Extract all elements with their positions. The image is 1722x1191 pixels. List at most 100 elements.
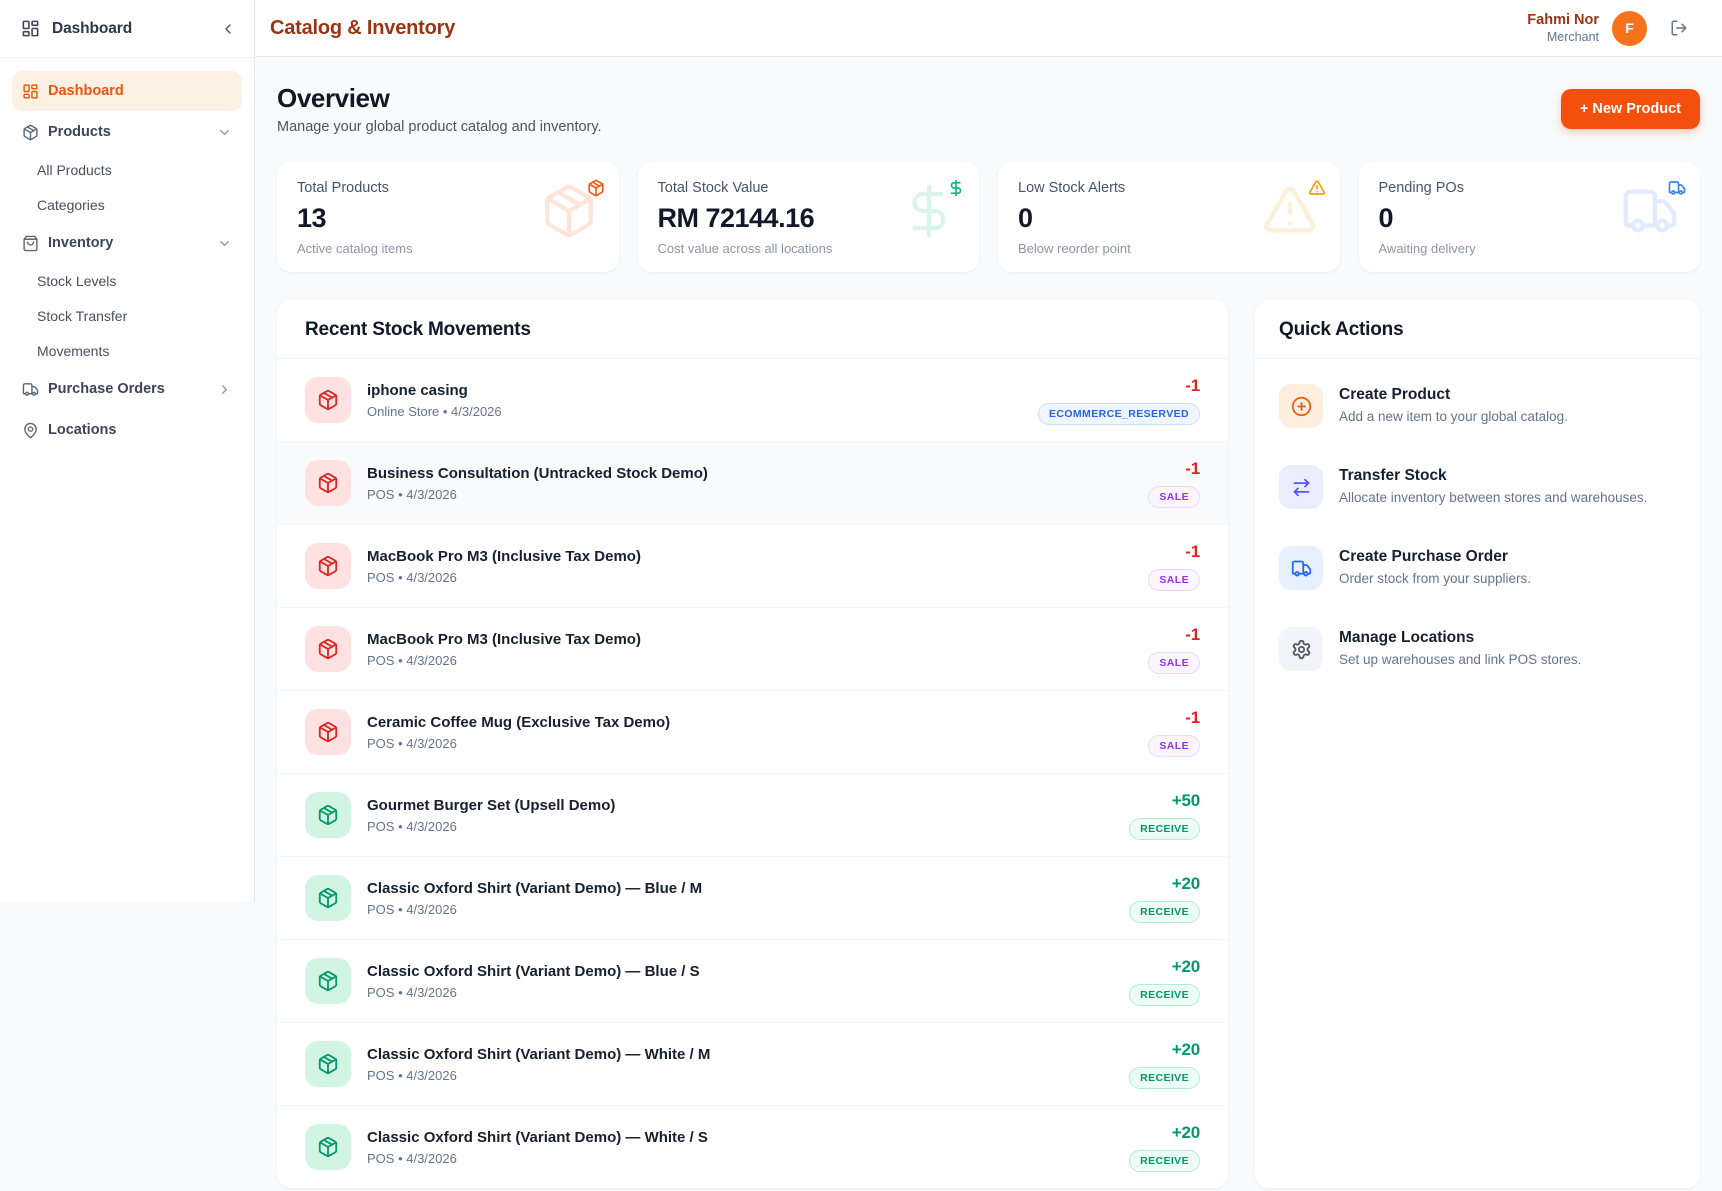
panels: Recent Stock Movements iphone casing Onl… <box>277 300 1700 1188</box>
sidebar-item-dashboard[interactable]: Dashboard <box>12 71 242 111</box>
package-icon <box>305 875 351 921</box>
quick-actions-title: Quick Actions <box>1255 300 1700 359</box>
sidebar-subitem-stock-levels[interactable]: Stock Levels <box>12 264 242 298</box>
overview-header: Overview Manage your global product cata… <box>277 83 1700 135</box>
sidebar-subitem-stock-transfer[interactable]: Stock Transfer <box>12 299 242 333</box>
layout-dashboard-icon <box>22 83 39 100</box>
stat-subtitle: Cost value across all locations <box>657 241 833 256</box>
sidebar-item-label: Products <box>48 124 111 140</box>
movement-type-badge: RECEIVE <box>1129 1149 1200 1172</box>
user-name: Fahmi Nor <box>1527 12 1599 28</box>
movement-meta: POS • 4/3/2026 <box>367 818 457 834</box>
overview-subtitle: Manage your global product catalog and i… <box>277 119 602 135</box>
chevron-down-icon <box>217 236 232 251</box>
quick-action-desc: Set up warehouses and link POS stores. <box>1339 652 1582 667</box>
stat-watermark-icon <box>1261 182 1319 240</box>
movement-product-name: Gourmet Burger Set (Upsell Demo) <box>367 796 616 814</box>
movement-row: Classic Oxford Shirt (Variant Demo) — Bl… <box>277 857 1228 940</box>
package-icon <box>22 124 39 141</box>
movement-quantity: -1 <box>1185 624 1200 644</box>
sidebar-item-locations[interactable]: Locations <box>12 410 242 450</box>
overview-title: Overview <box>277 83 390 113</box>
logout-icon[interactable] <box>1670 19 1688 37</box>
movement-product-name: Business Consultation (Untracked Stock D… <box>367 464 708 482</box>
stat-label: Pending POs <box>1378 180 1464 196</box>
movement-meta: POS • 4/3/2026 <box>367 652 457 668</box>
movement-quantity: +20 <box>1171 1039 1200 1059</box>
stat-cards: Total Products 13 Active catalog items T… <box>277 162 1700 272</box>
movement-product-name: Classic Oxford Shirt (Variant Demo) — Wh… <box>367 1045 711 1063</box>
sidebar-subitem-label: Movements <box>37 343 110 359</box>
sidebar-subitem-movements[interactable]: Movements <box>12 334 242 368</box>
sidebar-item-products[interactable]: Products <box>12 112 242 152</box>
movement-meta: POS • 4/3/2026 <box>367 569 457 585</box>
package-icon <box>305 1041 351 1087</box>
sidebar-collapse-button[interactable] <box>220 21 236 37</box>
quick-action-desc: Allocate inventory between stores and wa… <box>1339 490 1648 505</box>
settings-icon <box>1279 627 1323 671</box>
package-icon <box>305 1124 351 1170</box>
sidebar-subitem-all-products[interactable]: All Products <box>12 153 242 187</box>
movement-product-name: MacBook Pro M3 (Inclusive Tax Demo) <box>367 547 641 565</box>
sidebar-item-label: Dashboard <box>48 83 124 99</box>
quick-action-transfer-stock[interactable]: Transfer Stock Allocate inventory betwee… <box>1279 465 1676 509</box>
truck-icon <box>1279 546 1323 590</box>
movement-quantity: -1 <box>1185 541 1200 561</box>
topbar: Catalog & Inventory Fahmi Nor Merchant F <box>256 0 1722 57</box>
truck-icon <box>1668 179 1686 197</box>
movement-type-badge: SALE <box>1148 651 1200 674</box>
movement-type-badge: RECEIVE <box>1129 900 1200 923</box>
recent-stock-movements-card: Recent Stock Movements iphone casing Onl… <box>277 300 1228 1188</box>
sidebar: Dashboard Dashboard Products All Product… <box>0 0 255 902</box>
stat-subtitle: Active catalog items <box>297 241 413 256</box>
stat-watermark-icon <box>900 182 958 240</box>
arrow-right-left-icon <box>1279 465 1323 509</box>
quick-action-create-product[interactable]: Create Product Add a new item to your gl… <box>1279 384 1676 428</box>
movement-type-badge: RECEIVE <box>1129 817 1200 840</box>
package-icon <box>587 179 605 197</box>
movement-type-badge: RECEIVE <box>1129 983 1200 1006</box>
sidebar-subitem-label: Categories <box>37 197 105 213</box>
dollar-sign-icon <box>947 179 965 197</box>
movement-row: Business Consultation (Untracked Stock D… <box>277 442 1228 525</box>
sidebar-item-purchase-orders[interactable]: Purchase Orders <box>12 369 242 409</box>
movement-product-name: Classic Oxford Shirt (Variant Demo) — Bl… <box>367 962 700 980</box>
movement-row: MacBook Pro M3 (Inclusive Tax Demo) POS … <box>277 608 1228 691</box>
movement-type-badge: SALE <box>1148 568 1200 591</box>
sidebar-subitem-categories[interactable]: Categories <box>12 188 242 222</box>
movement-product-name: Ceramic Coffee Mug (Exclusive Tax Demo) <box>367 713 671 731</box>
sidebar-item-label: Purchase Orders <box>48 381 165 397</box>
movement-quantity: -1 <box>1185 707 1200 727</box>
layout-dashboard-icon <box>21 19 40 38</box>
movement-row: iphone casing Online Store • 4/3/2026 -1… <box>277 359 1228 442</box>
movement-row: Gourmet Burger Set (Upsell Demo) POS • 4… <box>277 774 1228 857</box>
movement-type-badge: SALE <box>1148 734 1200 757</box>
avatar[interactable]: F <box>1612 10 1647 46</box>
content: Overview Manage your global product cata… <box>256 57 1722 1188</box>
quick-action-manage-locations[interactable]: Manage Locations Set up warehouses and l… <box>1279 627 1676 671</box>
movement-product-name: Classic Oxford Shirt (Variant Demo) — Wh… <box>367 1128 708 1146</box>
movement-product-name: Classic Oxford Shirt (Variant Demo) — Bl… <box>367 879 703 897</box>
movement-type-badge: SALE <box>1148 485 1200 508</box>
stat-value: 0 <box>1018 203 1033 233</box>
movement-quantity: +50 <box>1171 790 1200 810</box>
movement-quantity: +20 <box>1171 956 1200 976</box>
new-product-button[interactable]: + New Product <box>1560 89 1700 129</box>
sidebar-item-inventory[interactable]: Inventory <box>12 223 242 263</box>
movement-meta: Online Store • 4/3/2026 <box>367 403 502 419</box>
user-menu: Fahmi Nor Merchant F <box>1527 10 1688 46</box>
stat-value: 0 <box>1378 203 1394 233</box>
package-icon <box>305 543 351 589</box>
movement-type-badge: RECEIVE <box>1129 1066 1200 1089</box>
sidebar-subitem-label: Stock Levels <box>37 273 117 289</box>
quick-action-create-purchase-order[interactable]: Create Purchase Order Order stock from y… <box>1279 546 1676 590</box>
sidebar-subitem-label: All Products <box>37 162 112 178</box>
movement-row: Classic Oxford Shirt (Variant Demo) — Wh… <box>277 1106 1228 1188</box>
quick-action-desc: Add a new item to your global catalog. <box>1339 409 1568 424</box>
stat-watermark-icon <box>540 182 598 240</box>
movement-meta: POS • 4/3/2026 <box>367 984 457 1000</box>
stat-card: Pending POs 0 Awaiting delivery <box>1358 162 1700 272</box>
movement-meta: POS • 4/3/2026 <box>367 486 457 502</box>
movement-meta: POS • 4/3/2026 <box>367 1067 457 1083</box>
